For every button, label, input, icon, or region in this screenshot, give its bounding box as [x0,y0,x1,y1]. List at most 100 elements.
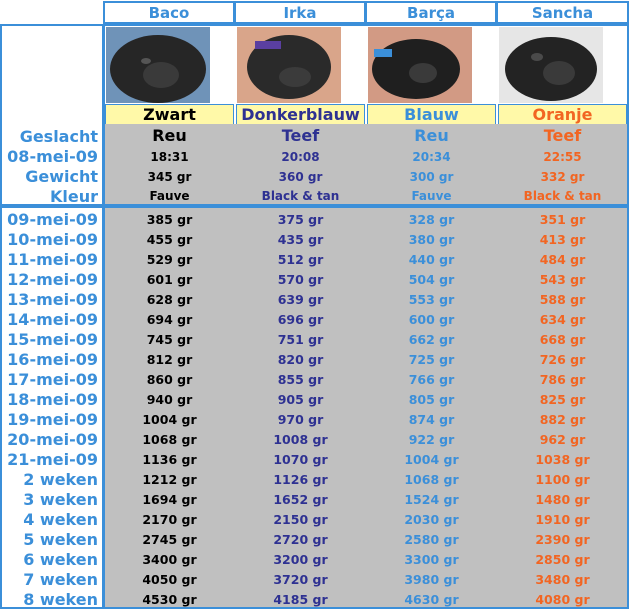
weight-value: 1136 gr [142,451,197,467]
weight-value: 1070 gr [273,451,328,467]
weight-value: 440 gr [408,251,455,267]
info-frame [103,24,629,206]
weight-value: 1652 gr [273,491,328,507]
weight-date-label: 21-mei-09 [7,449,98,469]
weight-date-label: 5 weken [23,529,98,549]
weight-date-label: 7 weken [23,569,98,589]
weight-value: 825 gr [539,391,586,407]
weight-value: 751 gr [277,331,324,347]
puppy-photo [499,27,603,103]
weight-value: 2170 gr [142,511,197,527]
label-birth-date: 08-mei-09 [7,146,98,166]
coat-color: Black & tan [261,189,340,203]
weights-background [105,208,627,607]
puppy-name-header: Irka [234,1,366,24]
puppy-name-header: Baco [103,1,235,24]
collar-color: Blauw [367,104,496,124]
weight-value: 1100 gr [535,471,590,487]
weight-value: 726 gr [539,351,586,367]
weight-value: 786 gr [539,371,586,387]
puppy-photo-image [499,27,603,103]
weight-value: 385 gr [146,211,193,227]
weight-date-label: 4 weken [23,509,98,529]
birth-time: 18:31 [150,150,189,164]
weight-value: 812 gr [146,351,193,367]
weight-value: 4630 gr [404,591,459,607]
coat-color: Fauve [411,189,452,203]
weight-value: 628 gr [146,291,193,307]
weight-value: 588 gr [539,291,586,307]
weight-value: 860 gr [146,371,193,387]
sex-value: Teef [543,126,582,145]
weight-value: 882 gr [539,411,586,427]
label-kleur: Kleur [49,186,98,206]
birth-time: 22:55 [543,150,582,164]
weight-value: 1126 gr [273,471,328,487]
weight-date-label: 6 weken [23,549,98,569]
weight-value: 962 gr [539,431,586,447]
weight-value: 4530 gr [142,591,197,607]
weight-value: 662 gr [408,331,455,347]
weight-date-label: 3 weken [23,489,98,509]
birth-time: 20:34 [412,150,451,164]
weight-value: 1068 gr [404,471,459,487]
weight-value: 543 gr [539,271,586,287]
collar-color: Donkerblauw [236,104,365,124]
birth-time: 20:08 [281,150,320,164]
weight-value: 570 gr [277,271,324,287]
weight-value: 1910 gr [535,511,590,527]
weight-value: 820 gr [277,351,324,367]
weight-value: 2030 gr [404,511,459,527]
weight-value: 512 gr [277,251,324,267]
weight-value: 3980 gr [404,571,459,587]
weight-date-label: 20-mei-09 [7,429,98,449]
weight-value: 600 gr [408,311,455,327]
weight-date-label: 13-mei-09 [7,289,98,309]
weight-date-label: 11-mei-09 [7,249,98,269]
weights-frame [103,206,629,609]
weight-value: 1694 gr [142,491,197,507]
label-gewicht: Gewicht [25,166,98,186]
weight-value: 2580 gr [404,531,459,547]
weight-value: 874 gr [408,411,455,427]
weight-value: 1004 gr [142,411,197,427]
weight-value: 2150 gr [273,511,328,527]
weight-value: 1480 gr [535,491,590,507]
weight-value: 553 gr [408,291,455,307]
weight-value: 2850 gr [535,551,590,567]
label-geslacht: Geslacht [19,126,98,146]
info-background [105,124,627,204]
weight-date-label: 12-mei-09 [7,269,98,289]
weight-value: 634 gr [539,311,586,327]
weight-date-label: 10-mei-09 [7,229,98,249]
weight-value: 3480 gr [535,571,590,587]
weight-value: 2745 gr [142,531,197,547]
birth-weight: 332 gr [540,170,585,184]
weight-value: 328 gr [408,211,455,227]
weight-value: 601 gr [146,271,193,287]
weight-value: 905 gr [277,391,324,407]
coat-color: Fauve [149,189,190,203]
weight-value: 3300 gr [404,551,459,567]
weight-value: 922 gr [408,431,455,447]
weight-value: 1068 gr [142,431,197,447]
weight-value: 3720 gr [273,571,328,587]
weight-value: 2720 gr [273,531,328,547]
birth-weight: 300 gr [409,170,454,184]
sex-value: Reu [414,126,449,145]
weight-value: 766 gr [408,371,455,387]
weight-value: 805 gr [408,391,455,407]
weight-value: 375 gr [277,211,324,227]
weight-date-label: 2 weken [23,469,98,489]
weight-value: 668 gr [539,331,586,347]
weight-value: 504 gr [408,271,455,287]
weight-value: 435 gr [277,231,324,247]
sex-value: Teef [281,126,320,145]
weight-value: 940 gr [146,391,193,407]
weight-value: 4050 gr [142,571,197,587]
weight-value: 484 gr [539,251,586,267]
birth-weight: 360 gr [278,170,323,184]
weight-value: 4080 gr [535,591,590,607]
weight-value: 970 gr [277,411,324,427]
